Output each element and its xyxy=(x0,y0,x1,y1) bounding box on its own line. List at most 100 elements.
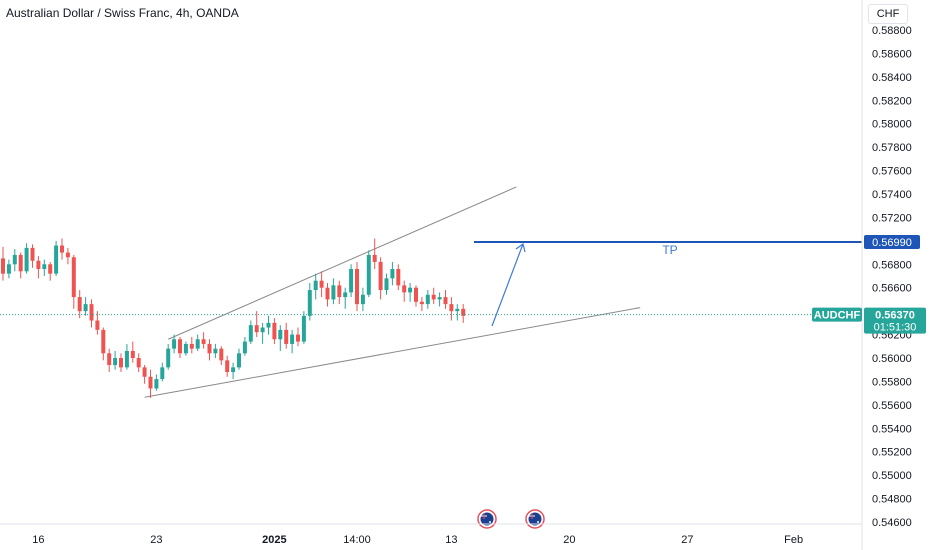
x-tick-label: 13 xyxy=(445,534,457,546)
candle-body xyxy=(272,322,277,340)
x-tick-label: 27 xyxy=(681,534,693,546)
candle-body xyxy=(154,379,159,389)
economic-event-icon[interactable] xyxy=(477,509,497,529)
chart-title: Australian Dollar / Swiss Franc, 4h, OAN… xyxy=(6,6,239,20)
candle-body xyxy=(1,258,5,274)
tp-price-tag: 0.56990 xyxy=(864,235,920,250)
y-tick-label: 0.55200 xyxy=(872,447,912,459)
candle-body xyxy=(89,304,94,321)
candle-body xyxy=(425,294,430,305)
candle-body xyxy=(384,278,389,291)
candle-body xyxy=(77,297,82,312)
y-tick-label: 0.58200 xyxy=(872,95,912,107)
candle-body xyxy=(301,315,306,342)
trend-lines xyxy=(144,186,641,398)
candle-body xyxy=(396,268,401,286)
candle-body xyxy=(266,322,271,328)
candle-body xyxy=(378,261,383,291)
candle-body xyxy=(54,245,59,274)
y-tick-label: 0.54600 xyxy=(872,517,912,529)
y-axis: 0.58800 0.58600 0.58400 0.58200 0.58000 0.578… xyxy=(861,0,912,550)
y-tick-label: 0.56800 xyxy=(872,259,912,271)
candle-body xyxy=(201,339,206,344)
candles xyxy=(1,238,466,398)
candle-body xyxy=(48,264,53,274)
candle-body xyxy=(349,268,354,293)
x-tick-label: Feb xyxy=(784,534,803,546)
event-icon-star xyxy=(537,521,539,523)
candle-body xyxy=(372,254,377,262)
candle-body xyxy=(360,294,365,305)
currency-selector[interactable]: CHF xyxy=(868,4,908,24)
candle-body xyxy=(343,292,348,298)
candle-body xyxy=(284,329,289,344)
candle-body xyxy=(213,348,218,354)
x-tick-label: 20 xyxy=(563,534,575,546)
y-tick-label: 0.58400 xyxy=(872,72,912,84)
candle-body xyxy=(18,254,23,272)
projection-arrow-line xyxy=(491,243,524,327)
candle-body xyxy=(437,297,442,300)
candle-body xyxy=(124,350,129,368)
candle-body xyxy=(242,341,247,354)
tp-label: TP xyxy=(662,243,677,257)
y-tick-label: 0.57600 xyxy=(872,166,912,178)
y-tick-label: 0.57200 xyxy=(872,212,912,224)
candle-body xyxy=(254,325,259,333)
overlays: TP xyxy=(0,241,862,529)
candle-body xyxy=(36,260,41,269)
candle-body xyxy=(307,290,312,316)
y-tick-label: 0.55000 xyxy=(872,470,912,482)
tp-price-tag-text: 0.56990 xyxy=(872,237,912,249)
candle-body xyxy=(183,343,188,354)
y-tick-label: 0.56000 xyxy=(872,353,912,365)
candle-body xyxy=(402,285,407,293)
candle-body xyxy=(449,304,454,312)
y-tick-label: 0.57800 xyxy=(872,142,912,154)
candle-body xyxy=(119,358,123,368)
y-tick-label: 0.55400 xyxy=(872,423,912,435)
candle-body xyxy=(71,257,76,298)
y-tick-label: 0.54800 xyxy=(872,494,912,506)
candle-body xyxy=(414,287,418,302)
candle-body xyxy=(237,353,241,368)
y-tick-label: 0.57400 xyxy=(872,189,912,201)
x-tick-label: 16 xyxy=(32,534,44,546)
symbol-tag: AUDCHF xyxy=(812,307,862,322)
symbol-tag-text: AUDCHF xyxy=(814,310,861,322)
candle-body xyxy=(107,353,112,366)
candle-body xyxy=(219,348,224,361)
candle-body xyxy=(355,268,359,305)
y-tick-label: 0.58800 xyxy=(872,25,912,37)
candle-body xyxy=(319,280,324,288)
lower-trend-line xyxy=(144,307,641,398)
event-icon-star xyxy=(489,521,491,523)
candle-body xyxy=(6,264,11,274)
x-tick-label: 2025 xyxy=(262,534,286,546)
candle-body xyxy=(166,348,171,368)
y-tick-label: 0.55800 xyxy=(872,376,912,388)
candle-body xyxy=(390,268,395,279)
candle-body xyxy=(296,334,300,342)
candle-body xyxy=(331,285,336,300)
candle-body xyxy=(366,254,371,295)
candle-body xyxy=(160,367,165,380)
candle-body xyxy=(30,247,35,261)
economic-event-icon[interactable] xyxy=(525,509,545,529)
candle-body xyxy=(231,367,236,373)
y-tick-label: 0.58000 xyxy=(872,119,912,131)
projection-arrow-head xyxy=(515,242,526,253)
candle-body xyxy=(65,252,70,258)
x-axis: 16 23 2025 14:00 13 20 27 Feb xyxy=(0,523,862,546)
candle-body xyxy=(60,245,64,253)
candle-body xyxy=(290,334,295,344)
candle-body xyxy=(178,339,182,354)
candle-body xyxy=(455,308,460,312)
candle-body xyxy=(113,358,118,366)
candle-body xyxy=(313,280,318,291)
candle-body xyxy=(42,264,47,269)
candle-body xyxy=(443,297,448,305)
